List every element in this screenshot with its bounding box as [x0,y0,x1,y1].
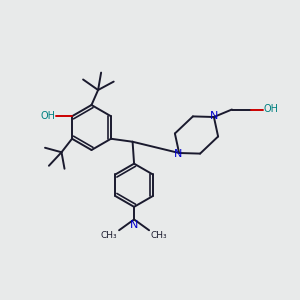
Text: OH: OH [40,111,55,121]
Text: N: N [174,149,183,159]
Text: CH₃: CH₃ [151,232,167,241]
Text: N: N [130,220,138,230]
Text: CH₃: CH₃ [101,232,117,241]
Text: N: N [210,111,219,121]
Text: OH: OH [264,104,279,114]
